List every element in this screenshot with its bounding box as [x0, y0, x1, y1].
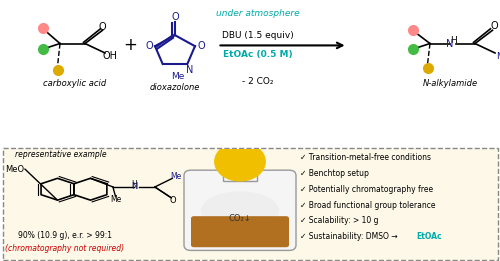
- Text: representative example: representative example: [15, 150, 106, 159]
- Text: N-alkylamide: N-alkylamide: [422, 79, 478, 88]
- Text: ✓ Sustainability: DMSO →: ✓ Sustainability: DMSO →: [300, 232, 400, 241]
- FancyBboxPatch shape: [184, 170, 296, 251]
- Text: Me: Me: [170, 172, 181, 181]
- Text: N: N: [446, 39, 454, 49]
- Text: Me: Me: [110, 195, 121, 204]
- Text: O: O: [98, 22, 106, 32]
- Text: dioxazolone: dioxazolone: [150, 82, 200, 92]
- Text: O: O: [197, 41, 205, 51]
- Circle shape: [215, 142, 265, 181]
- Text: ✓ Transition-metal-free conditions: ✓ Transition-metal-free conditions: [300, 153, 431, 162]
- Text: ✓ Scalability: > 10 g: ✓ Scalability: > 10 g: [300, 216, 378, 225]
- Text: carboxylic acid: carboxylic acid: [44, 79, 106, 88]
- Text: O: O: [490, 21, 498, 32]
- Text: 90% (10.9 g), e.r. > 99:1: 90% (10.9 g), e.r. > 99:1: [18, 231, 112, 240]
- Text: (chromatography not required): (chromatography not required): [6, 244, 124, 253]
- FancyBboxPatch shape: [191, 216, 289, 247]
- Text: under atmosphere: under atmosphere: [216, 9, 300, 18]
- FancyBboxPatch shape: [223, 157, 257, 181]
- Text: H: H: [450, 36, 457, 45]
- Text: N: N: [186, 65, 194, 75]
- Text: ✓ Potentially chromatography free: ✓ Potentially chromatography free: [300, 185, 433, 194]
- Text: O: O: [171, 12, 179, 22]
- Text: OH: OH: [102, 51, 118, 61]
- Text: CO₂↓: CO₂↓: [228, 214, 252, 223]
- Text: O: O: [145, 41, 153, 51]
- FancyBboxPatch shape: [2, 148, 498, 259]
- Text: +: +: [123, 37, 137, 54]
- Text: H: H: [132, 180, 138, 188]
- Text: DBU (1.5 equiv): DBU (1.5 equiv): [222, 32, 294, 40]
- Text: MeO: MeO: [5, 165, 24, 174]
- Text: Me: Me: [496, 52, 500, 61]
- Text: - 2 CO₂: - 2 CO₂: [242, 77, 273, 86]
- Text: Me: Me: [170, 72, 184, 81]
- Text: ✓ Broad functional group tolerance: ✓ Broad functional group tolerance: [300, 200, 436, 210]
- Text: O: O: [169, 196, 175, 205]
- Text: N: N: [130, 182, 137, 191]
- Text: EtOAc: EtOAc: [416, 232, 442, 241]
- Ellipse shape: [202, 192, 278, 230]
- Text: ✓ Benchtop setup: ✓ Benchtop setup: [300, 169, 369, 178]
- Text: EtOAc (0.5 M): EtOAc (0.5 M): [222, 50, 292, 59]
